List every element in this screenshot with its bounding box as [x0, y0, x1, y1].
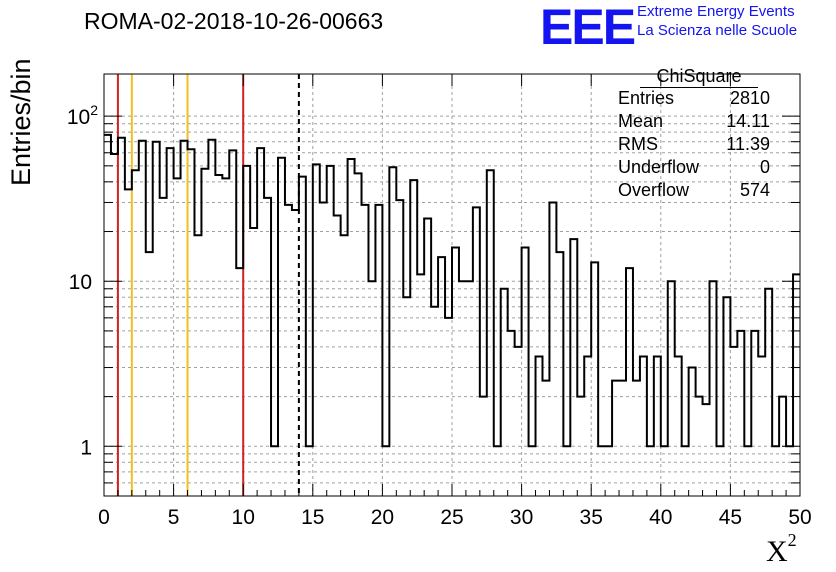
- y-tick-label: 102: [67, 102, 98, 129]
- stats-row-mean: Mean 14.11: [618, 111, 770, 131]
- x-tick-label: 5: [168, 506, 180, 529]
- logo-text-line1: Extreme Energy Events: [637, 3, 795, 20]
- y-tick-label: 10: [69, 271, 92, 294]
- histogram-line: [104, 133, 800, 448]
- x-tick-label: 10: [232, 506, 255, 529]
- stats-row-rms: RMS 11.39: [618, 134, 770, 154]
- stats-row-overflow: Overflow 574: [618, 180, 770, 200]
- x-tick-label: 40: [649, 506, 672, 529]
- y-tick-label: 1: [80, 436, 92, 459]
- stats-title: ChiSquare: [612, 66, 780, 88]
- x-tick-label: 45: [719, 506, 742, 529]
- x-tick-label: 0: [98, 506, 110, 529]
- x-tick-label: 50: [788, 506, 811, 529]
- stats-box: ChiSquare Entries 2810 Mean 14.11 RMS 11.39…: [612, 66, 780, 202]
- stats-row-underflow: Underflow 0: [618, 157, 770, 177]
- eee-logo: EEE: [540, 0, 636, 55]
- y-axis-label: Entries/bin: [6, 58, 36, 186]
- x-tick-label: 20: [371, 506, 394, 529]
- logo-text-line2: La Scienza nelle Scuole: [637, 22, 798, 39]
- x-tick-label: 25: [440, 506, 463, 529]
- chart-title: ROMA-02-2018-10-26-00663: [84, 8, 384, 34]
- x-axis-label: X2: [766, 530, 797, 568]
- x-tick-label: 15: [301, 506, 324, 529]
- x-tick-label: 30: [510, 506, 533, 529]
- x-tick-label: 35: [580, 506, 603, 529]
- stats-row-entries: Entries 2810: [618, 88, 770, 108]
